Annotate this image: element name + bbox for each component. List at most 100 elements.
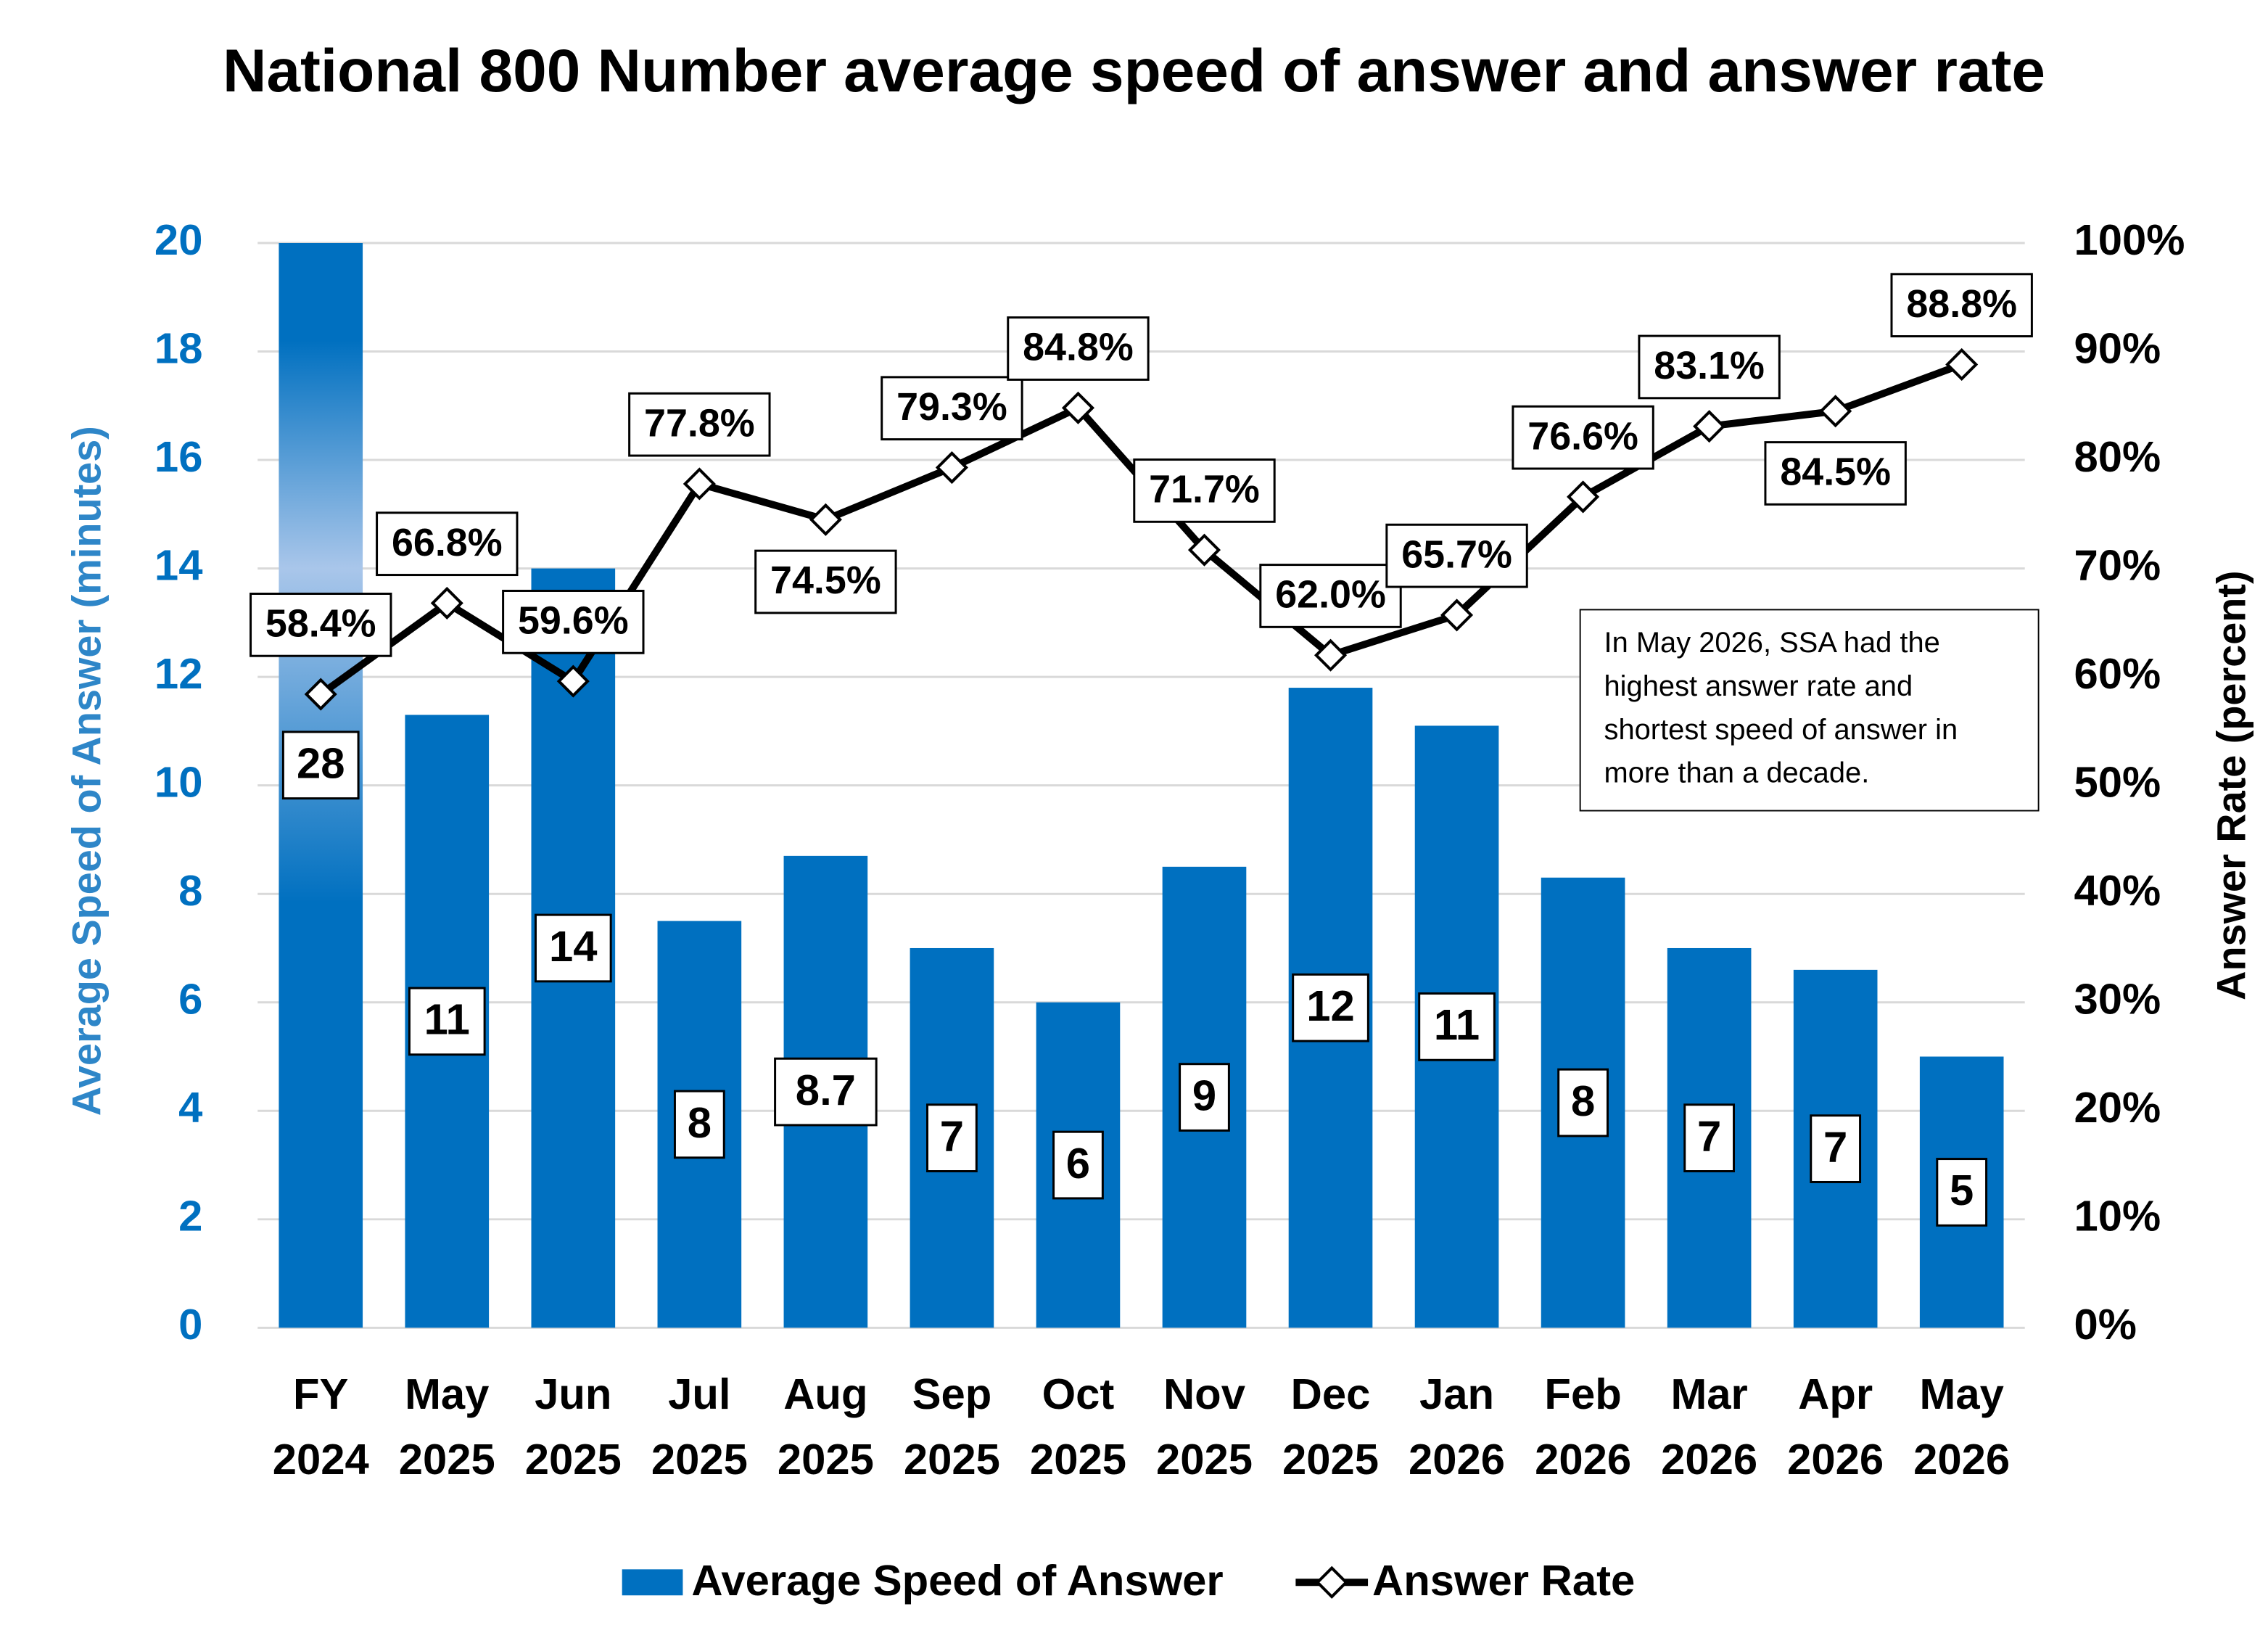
bar-value-label: 8 (688, 1098, 712, 1147)
line-value-label-box (1007, 316, 1150, 381)
line-value-label: 62.0% (1275, 573, 1386, 617)
y-tick-label: 18 (154, 324, 203, 372)
y-axis-title: Average Speed of Answer (minutes) (64, 426, 110, 1116)
y2-tick-label: 40% (2074, 866, 2161, 915)
bar (279, 242, 363, 1328)
line-value-label: 59.6% (518, 599, 629, 643)
bar-value-label-box (1418, 992, 1496, 1061)
bar-value-label-box (673, 1090, 725, 1159)
y2-tick-label: 100% (2074, 215, 2185, 264)
line-marker (1819, 395, 1852, 428)
line-marker (1945, 347, 1979, 382)
bar-value-label: 7 (1697, 1111, 1721, 1160)
x-tick-label: Mar 2026 (1661, 1370, 1757, 1484)
bar-value-label-box (926, 1103, 978, 1173)
x-tick-label: May 2026 (1913, 1370, 2010, 1484)
line-marker (1693, 410, 1726, 443)
line-value-label-box (502, 589, 645, 654)
legend-swatch (622, 1569, 683, 1596)
line-marker (430, 586, 463, 620)
y2-tick-label: 60% (2074, 649, 2161, 698)
bar-value-label: 11 (424, 995, 470, 1044)
line-value-label-box (1512, 405, 1654, 470)
line-marker (1061, 391, 1095, 424)
bar-value-label-box (1557, 1068, 1609, 1137)
x-tick-label: Jul 2025 (651, 1370, 748, 1484)
line-value-label: 77.8% (644, 401, 755, 445)
line-value-label-box (1385, 523, 1528, 588)
y2-tick-label: 80% (2074, 432, 2161, 481)
y-tick-label: 8 (178, 866, 202, 915)
bar-value-label: 11 (1434, 1000, 1480, 1049)
x-tick-label: Aug 2025 (778, 1370, 874, 1484)
line-value-label: 84.5% (1780, 450, 1891, 494)
line-value-label-box (1638, 334, 1781, 400)
bar-value-label-box (408, 987, 486, 1056)
line-value-label: 66.8% (392, 521, 503, 564)
bar-value-label-box (1936, 1158, 1988, 1227)
bar-value-label-box (1292, 973, 1369, 1042)
line-marker (809, 503, 842, 536)
line-value-label-box (754, 549, 897, 614)
x-tick-label: Sep 2025 (904, 1370, 1000, 1484)
y-tick-label: 16 (154, 432, 203, 481)
line-marker (1314, 638, 1348, 672)
x-tick-label: Dec 2025 (1282, 1370, 1379, 1484)
y-tick-label: 10 (154, 757, 203, 806)
line-value-label: 65.7% (1401, 532, 1512, 576)
bar-value-label: 14 (549, 922, 598, 971)
bar-value-label: 7 (940, 1111, 964, 1160)
line-value-label: 84.8% (1023, 326, 1134, 369)
bar-value-label: 5 (1950, 1166, 1974, 1214)
bar-value-label: 8.7 (796, 1066, 856, 1114)
line-value-label-box (376, 511, 519, 577)
line-marker (935, 450, 968, 485)
line-value-label-box (1259, 564, 1402, 628)
y2-tick-label: 70% (2074, 540, 2161, 589)
y2-axis-title: Answer Rate (percent) (2209, 570, 2254, 1000)
line-value-label: 76.6% (1527, 414, 1638, 458)
line-marker (556, 664, 590, 698)
y-tick-label: 4 (178, 1083, 202, 1132)
bar-value-label-box (774, 1057, 878, 1127)
x-tick-label: May 2025 (399, 1370, 495, 1484)
line-value-label: 71.7% (1149, 468, 1260, 511)
bar-value-label: 28 (297, 739, 345, 788)
line-marker (1440, 598, 1474, 632)
line-marker (683, 467, 716, 501)
line-value-label: 83.1% (1654, 344, 1765, 387)
y-tick-label: 0 (178, 1300, 202, 1349)
y2-tick-label: 90% (2074, 324, 2161, 372)
legend-marker (1315, 1565, 1348, 1599)
bar-value-label-box (1810, 1114, 1862, 1183)
bar-value-label: 8 (1571, 1077, 1595, 1125)
y-tick-label: 6 (178, 975, 202, 1024)
bar-value-label-box (1052, 1130, 1104, 1200)
line-value-label-box (881, 376, 1023, 441)
legend-label: Average Speed of Answer (691, 1556, 1223, 1605)
x-tick-label: Feb 2026 (1535, 1370, 1631, 1484)
y2-tick-label: 20% (2074, 1083, 2161, 1132)
bar-value-label: 7 (1823, 1122, 1847, 1171)
line-value-label: 88.8% (1906, 282, 2017, 326)
bar-value-label-box (281, 731, 360, 800)
annotation: In May 2026, SSA had the highest answer … (1579, 609, 2040, 812)
line-marker (1567, 480, 1600, 514)
bar-value-label-box (1683, 1103, 1736, 1173)
bar-value-label: 12 (1306, 982, 1355, 1030)
line-value-label: 79.3% (896, 385, 1007, 429)
line-value-label: 74.5% (770, 559, 881, 602)
chart-title: National 800 Number average speed of ans… (223, 36, 2045, 104)
x-tick-label: Oct 2025 (1030, 1370, 1126, 1484)
line-value-label-box (1764, 441, 1907, 506)
line-value-label-box (1890, 273, 2033, 338)
y2-tick-label: 50% (2074, 757, 2161, 806)
line-value-label-box (628, 392, 771, 457)
x-tick-label: Jun 2025 (525, 1370, 622, 1484)
x-tick-label: Apr 2026 (1787, 1370, 1884, 1484)
y2-tick-label: 30% (2074, 975, 2161, 1024)
bar-value-label-box (534, 913, 612, 983)
y-tick-label: 12 (154, 649, 203, 698)
x-tick-label: Nov 2025 (1156, 1370, 1253, 1484)
